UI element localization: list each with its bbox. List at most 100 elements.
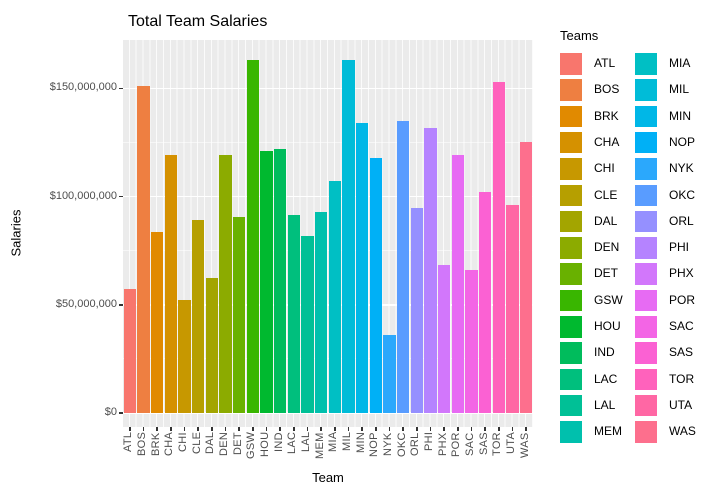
x-tick-label-NYK: NYK bbox=[382, 432, 394, 456]
y-tick-mark bbox=[119, 195, 123, 198]
gridline-minor bbox=[123, 250, 533, 252]
x-tick-label-UTA: UTA bbox=[505, 432, 517, 455]
x-tick-label-POR: POR bbox=[450, 432, 463, 457]
x-tick-label-SAS: SAS bbox=[477, 432, 490, 455]
x-tick-mark bbox=[211, 427, 213, 431]
x-tick-mark bbox=[416, 427, 418, 431]
bar-DEN bbox=[219, 155, 232, 413]
x-tick-label-DEN: DEN bbox=[218, 432, 230, 457]
x-tick-mark bbox=[183, 427, 186, 431]
gridline-major bbox=[123, 195, 533, 198]
bar-MIN bbox=[356, 122, 369, 413]
x-tick-label-MIN: MIN bbox=[354, 432, 367, 454]
y-tick-label-50000000: $50,000,000 bbox=[55, 297, 117, 310]
x-tick-mark bbox=[484, 427, 486, 431]
legend-label-PHX: PHX bbox=[669, 266, 694, 281]
legend-swatch-WAS bbox=[635, 421, 657, 443]
x-tick-label-MIA: MIA bbox=[327, 432, 340, 453]
legend-label-MIL: MIL bbox=[669, 82, 690, 97]
bar-IND bbox=[274, 148, 287, 413]
legend-label-UTA: UTA bbox=[669, 397, 693, 412]
bar-ORL bbox=[410, 208, 423, 413]
x-tick-label-TOR: TOR bbox=[491, 432, 504, 456]
legend-swatch-CHA bbox=[560, 131, 582, 154]
legend-swatch-ORL bbox=[635, 210, 657, 233]
legend-label-ORL: ORL bbox=[669, 213, 694, 228]
x-tick-label-ATL: ATL bbox=[122, 432, 135, 453]
legend-swatch-OKC bbox=[635, 184, 657, 206]
legend-label-SAS: SAS bbox=[669, 345, 694, 360]
gridline-minor bbox=[123, 141, 533, 143]
legend-swatch-MIA bbox=[635, 53, 657, 75]
y-tick-mark bbox=[119, 87, 123, 90]
x-tick-label-IND: IND bbox=[272, 432, 285, 452]
x-tick-label-ORL: ORL bbox=[409, 432, 422, 456]
legend-swatch-SAC bbox=[635, 316, 657, 338]
legend-swatch-LAC bbox=[560, 368, 582, 391]
bar-LAC bbox=[287, 214, 300, 413]
x-tick-mark bbox=[443, 427, 445, 431]
legend-swatch-MEM bbox=[560, 421, 582, 443]
x-tick-mark bbox=[525, 427, 527, 431]
bar-DAL bbox=[205, 277, 218, 413]
legend-swatch-MIL bbox=[635, 79, 657, 101]
x-tick-label-CHI: CHI bbox=[177, 432, 189, 452]
legend-title: Teams bbox=[560, 28, 599, 43]
x-tick-mark bbox=[347, 427, 350, 431]
x-tick-mark bbox=[293, 427, 295, 431]
legend-swatch-UTA bbox=[635, 394, 657, 417]
x-tick-label-PHX: PHX bbox=[436, 432, 449, 456]
x-tick-label-BRK: BRK bbox=[149, 432, 162, 456]
chart-title: Total Team Salaries bbox=[128, 13, 268, 30]
bar-BRK bbox=[151, 232, 164, 413]
bar-BOS bbox=[137, 86, 150, 413]
legend-label-POR: POR bbox=[669, 292, 696, 307]
legend-label-IND: IND bbox=[594, 345, 615, 360]
legend-label-NOP: NOP bbox=[669, 134, 696, 149]
legend-swatch-DAL bbox=[560, 210, 582, 233]
x-tick-mark bbox=[265, 427, 268, 431]
x-tick-label-BOS: BOS bbox=[136, 432, 148, 457]
x-tick-mark bbox=[252, 427, 254, 431]
legend-swatch-SAS bbox=[635, 342, 657, 364]
legend-label-CLE: CLE bbox=[594, 187, 618, 202]
legend-swatch-CHI bbox=[560, 158, 582, 180]
x-tick-mark bbox=[402, 427, 404, 431]
x-tick-label-DET: DET bbox=[231, 432, 244, 455]
legend-swatch-POR bbox=[635, 289, 657, 312]
x-tick-mark bbox=[429, 427, 432, 431]
legend-label-PHI: PHI bbox=[669, 240, 690, 255]
legend-swatch-ATL bbox=[560, 53, 582, 75]
y-axis-title: Salaries bbox=[8, 209, 24, 257]
legend-label-WAS: WAS bbox=[669, 424, 696, 439]
x-tick-mark bbox=[129, 427, 131, 431]
x-tick-mark bbox=[170, 427, 172, 431]
bar-PHX bbox=[438, 264, 451, 413]
bar-MIA bbox=[328, 181, 341, 413]
bar-UTA bbox=[506, 205, 519, 413]
legend-label-DEN: DEN bbox=[594, 240, 620, 255]
y-tick-mark bbox=[119, 412, 123, 414]
legend: Teams ATL BOS BRK CHA CHI CLE DAL DEN DET GSW HOU I… bbox=[558, 28, 714, 458]
x-tick-mark bbox=[457, 427, 459, 431]
x-tick-label-DAL: DAL bbox=[204, 432, 217, 455]
x-tick-mark bbox=[388, 427, 391, 431]
x-tick-label-CLE: CLE bbox=[190, 432, 203, 455]
legend-swatch-BRK bbox=[560, 105, 582, 128]
bar-NYK bbox=[383, 335, 396, 413]
x-tick-label-GSW: GSW bbox=[245, 431, 258, 459]
bar-CLE bbox=[192, 220, 205, 413]
x-tick-label-HOU: HOU bbox=[259, 432, 271, 458]
bar-SAC bbox=[465, 270, 478, 413]
bar-HOU bbox=[260, 151, 273, 413]
legend-swatch-BOS bbox=[560, 79, 582, 101]
legend-label-BRK: BRK bbox=[594, 108, 619, 123]
bar-WAS bbox=[520, 142, 533, 413]
legend-label-OKC: OKC bbox=[669, 187, 696, 202]
legend-swatch-TOR bbox=[635, 368, 657, 391]
legend-label-MEM: MEM bbox=[594, 424, 622, 439]
plot-panel bbox=[123, 40, 533, 427]
bar-PHI bbox=[424, 128, 437, 413]
bar-CHA bbox=[164, 155, 177, 413]
gridline-major bbox=[123, 304, 533, 306]
